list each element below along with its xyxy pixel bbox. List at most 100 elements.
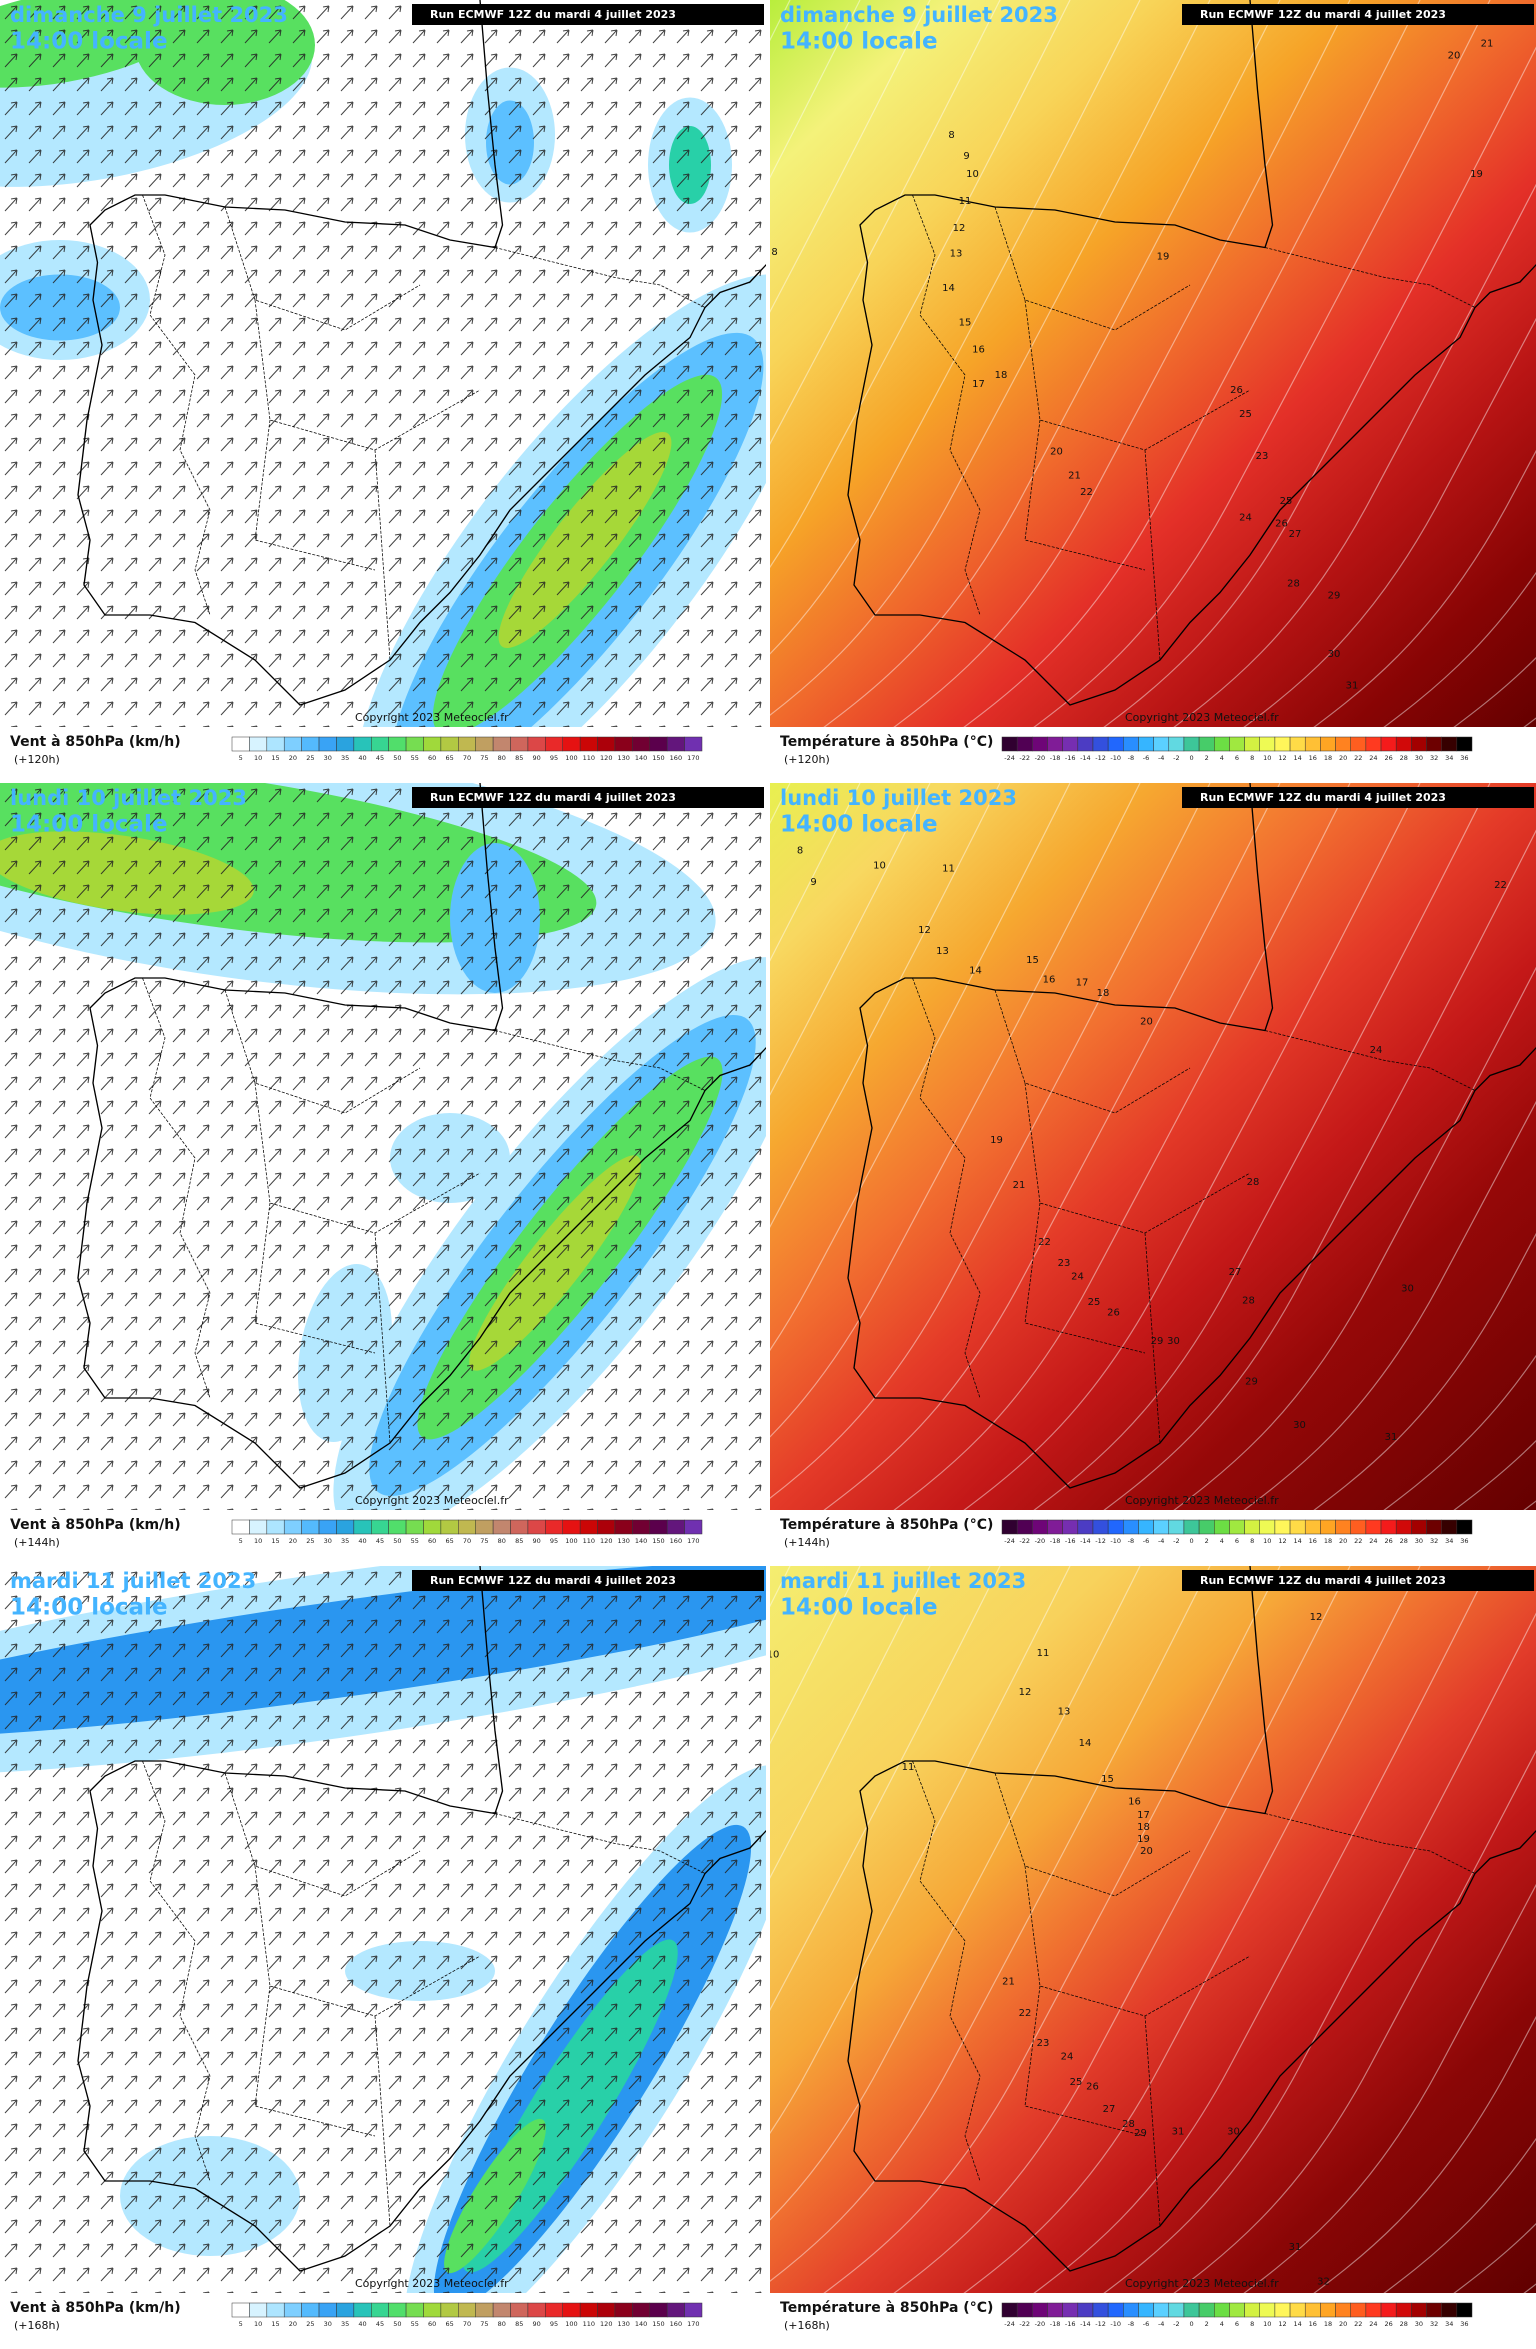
- contour-label: 10: [873, 861, 886, 872]
- legend-label: -6: [1143, 1537, 1149, 1545]
- contour-label: 20: [1448, 51, 1461, 62]
- legend-swatch: [562, 1519, 581, 1535]
- legend-swatch: [1168, 1519, 1185, 1535]
- coastline: [847, 783, 1536, 1489]
- legend-swatch: [1365, 1519, 1382, 1535]
- legend-swatch: [1320, 1519, 1336, 1535]
- contour-label: 24: [1071, 1272, 1084, 1283]
- legend-label: 34: [1445, 1537, 1453, 1545]
- legend-label: -20: [1035, 2320, 1046, 2328]
- legend-swatch: [684, 736, 703, 752]
- legend-swatch: [1077, 1519, 1094, 1535]
- legend-swatch: [249, 736, 268, 752]
- legend-swatch: [301, 736, 320, 752]
- legend-swatch: [1198, 1519, 1215, 1535]
- copyright: Copyright 2023 Meteociel.fr: [1125, 1494, 1279, 1507]
- legend-label: 26: [1384, 754, 1392, 762]
- legend-label: 14: [1294, 2320, 1302, 2328]
- legend-swatch: [1411, 2302, 1427, 2318]
- legend-swatch: [1380, 2302, 1397, 2318]
- legend-label: -24: [1004, 1537, 1015, 1545]
- legend-label: -8: [1128, 2320, 1134, 2328]
- contour-label: 19: [1157, 252, 1170, 263]
- legend-label: -4: [1158, 2320, 1164, 2328]
- legend-label: 60: [428, 754, 436, 762]
- legend-label: -18: [1050, 1537, 1061, 1545]
- contour-label: 26: [1230, 385, 1243, 396]
- contour-label: 29: [1328, 591, 1341, 602]
- copyright: Copyright 2023 Meteociel.fr: [1125, 2277, 1279, 2290]
- isotherm: [770, 1566, 1141, 2221]
- contour-label: 30: [1227, 2127, 1240, 2138]
- contour-label: 18: [995, 370, 1008, 381]
- legend-swatch: [1107, 1519, 1124, 1535]
- legend-label: 10: [254, 754, 262, 762]
- legend-label: -12: [1095, 1537, 1106, 1545]
- legend-swatch: [1138, 2302, 1154, 2318]
- contour-label: 16: [972, 345, 985, 356]
- legend-label: 160: [670, 754, 682, 762]
- legend-title: Température à 850hPa (°C): [780, 1517, 993, 1533]
- legend-label: -20: [1035, 1537, 1046, 1545]
- legend-swatch: [266, 736, 285, 752]
- contour-label: 11: [1037, 1648, 1050, 1659]
- legend-swatch: [353, 2302, 372, 2318]
- legend-label: -16: [1065, 1537, 1076, 1545]
- legend-swatch: [1001, 2302, 1018, 2318]
- legend-swatch: [249, 2302, 268, 2318]
- legend-label: 90: [532, 2320, 540, 2328]
- legend-swatch: [492, 2302, 511, 2318]
- contour-label: 25: [1070, 2077, 1083, 2088]
- legend-swatch: [231, 1519, 250, 1535]
- isotherm: [1103, 1612, 1536, 2293]
- contour-label: 15: [1101, 1774, 1114, 1785]
- legend-swatch: [1183, 2302, 1200, 2318]
- legend-swatch: [562, 2302, 581, 2318]
- map: [0, 783, 766, 1510]
- legend-label: 85: [515, 754, 523, 762]
- legend-swatch: [1289, 2302, 1306, 2318]
- legend-label: 110: [583, 1537, 595, 1545]
- legend-swatch: [579, 2302, 598, 2318]
- legend-swatch: [1335, 1519, 1351, 1535]
- legend-swatch: [1395, 1519, 1412, 1535]
- legend-label: 20: [1339, 1537, 1347, 1545]
- legend-swatch: [388, 736, 407, 752]
- lead-time: (+168h): [784, 2319, 830, 2332]
- legend-swatch: [527, 2302, 546, 2318]
- legend-swatch: [1456, 2302, 1473, 2318]
- coastline-group: [77, 0, 766, 706]
- isotherm: [823, 783, 1281, 1510]
- legend-swatch: [1350, 736, 1367, 752]
- legend-swatch: [614, 2302, 633, 2318]
- legend-label: 15: [271, 1537, 279, 1545]
- legend-swatch: [545, 736, 563, 752]
- contour-label: 14: [969, 966, 982, 977]
- legend-label: 20: [1339, 2320, 1347, 2328]
- contour-label: 29: [1151, 1336, 1164, 1347]
- legend-label: 140: [635, 2320, 647, 2328]
- legend-swatch: [1335, 2302, 1351, 2318]
- borders: [142, 977, 706, 1444]
- legend-swatch: [632, 1519, 651, 1535]
- legend-swatch: [1350, 1519, 1367, 1535]
- legend-swatch: [1441, 1519, 1458, 1535]
- isotherm: [770, 1566, 861, 1745]
- legend-swatch: [1001, 1519, 1018, 1535]
- legend-swatch: [1411, 1519, 1427, 1535]
- run-banner: [1182, 787, 1534, 808]
- legend-label: 8: [1250, 754, 1254, 762]
- legend-swatch: [1456, 1519, 1473, 1535]
- isotherm: [770, 783, 1001, 1229]
- legend-label: 40: [358, 1537, 366, 1545]
- contour-label: 22: [1494, 880, 1507, 891]
- legend-swatch: [1259, 736, 1276, 752]
- contour-label: 19: [1137, 1834, 1150, 1845]
- contour-label: 17: [1076, 978, 1089, 989]
- legend-swatch: [614, 736, 633, 752]
- legend-swatch: [510, 1519, 529, 1535]
- legend-swatch: [1441, 736, 1458, 752]
- legend-swatch: [266, 2302, 285, 2318]
- legend-swatch: [318, 736, 337, 752]
